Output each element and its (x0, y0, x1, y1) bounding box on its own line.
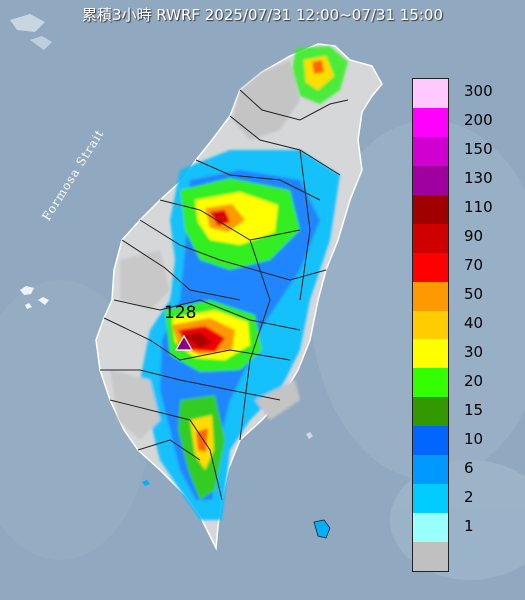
penghu-islands (10, 14, 52, 309)
orchid-island (313, 519, 331, 539)
legend-colorbar (412, 78, 449, 572)
legend-swatch (413, 107, 448, 137)
legend-label: 30 (464, 342, 484, 361)
legend-swatch (413, 397, 448, 427)
legend-swatch (413, 281, 448, 311)
legend-label: 6 (464, 458, 474, 477)
legend-swatch (413, 136, 448, 166)
map-title: 累積3小時 RWRF 2025/07/31 12:00~07/31 15:00 (81, 6, 444, 24)
green-island (306, 432, 313, 439)
legend-label: 50 (464, 285, 484, 304)
legend-swatch (413, 252, 448, 282)
legend-swatch (413, 513, 448, 542)
legend-swatch (413, 165, 448, 195)
legend-swatch (413, 368, 448, 398)
legend-label: 10 (464, 429, 484, 448)
legend-label: 150 (464, 140, 493, 159)
max-rainfall-label: 128 (164, 303, 197, 323)
legend-swatch (413, 455, 448, 485)
legend-swatch (413, 426, 448, 456)
triangle-marker-icon (174, 334, 194, 351)
legend-swatch (413, 339, 448, 369)
legend-swatch (413, 194, 448, 224)
legend-swatch (413, 484, 448, 514)
legend-swatch (413, 310, 448, 340)
legend-label: 70 (464, 256, 484, 275)
legend-swatch (413, 223, 448, 253)
legend-label: 300 (464, 82, 493, 101)
liuqiu-island (142, 480, 150, 486)
legend-label: 40 (464, 314, 484, 332)
legend-label: 2 (464, 487, 474, 506)
legend-label: 20 (464, 371, 484, 390)
legend-label: 200 (464, 111, 493, 130)
legend-label: 110 (464, 198, 493, 217)
legend-label: 1 (464, 516, 474, 535)
legend-swatch (413, 79, 448, 108)
legend-label: 130 (464, 169, 493, 188)
legend-label: 90 (464, 227, 484, 246)
legend-label: 15 (464, 400, 484, 419)
county-boundaries (100, 89, 349, 501)
legend-swatch (413, 542, 448, 571)
